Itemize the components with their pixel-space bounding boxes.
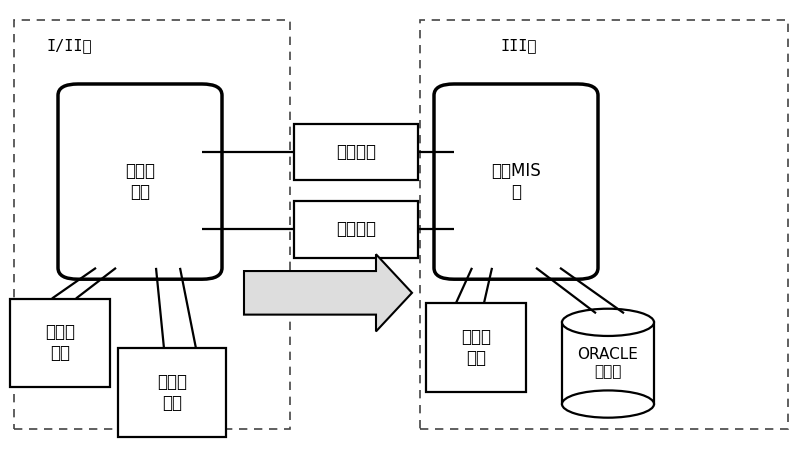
- Text: 需求侧
系统: 需求侧 系统: [125, 162, 155, 201]
- Bar: [118, 349, 226, 437]
- Text: 通信客
户端: 通信客 户端: [461, 328, 491, 367]
- Text: ORACLE
服务器: ORACLE 服务器: [578, 347, 638, 380]
- Bar: [420, 20, 788, 429]
- Bar: [294, 201, 418, 258]
- Text: 通信客
户端: 通信客 户端: [45, 323, 75, 362]
- FancyBboxPatch shape: [434, 84, 598, 279]
- FancyBboxPatch shape: [58, 84, 222, 279]
- Polygon shape: [244, 254, 412, 331]
- Text: 隔离装置: 隔离装置: [336, 143, 376, 161]
- Text: III区: III区: [500, 39, 537, 54]
- Text: 应用服
务器: 应用服 务器: [157, 373, 187, 412]
- Text: 营销MIS
统: 营销MIS 统: [491, 162, 541, 201]
- Bar: [14, 20, 290, 429]
- Bar: [562, 322, 654, 404]
- Ellipse shape: [562, 309, 654, 336]
- Bar: [294, 123, 418, 180]
- Text: I/II区: I/II区: [46, 39, 92, 54]
- Bar: [426, 303, 526, 391]
- Bar: [10, 299, 110, 387]
- Ellipse shape: [562, 390, 654, 418]
- Text: 隔离装置: 隔离装置: [336, 220, 376, 238]
